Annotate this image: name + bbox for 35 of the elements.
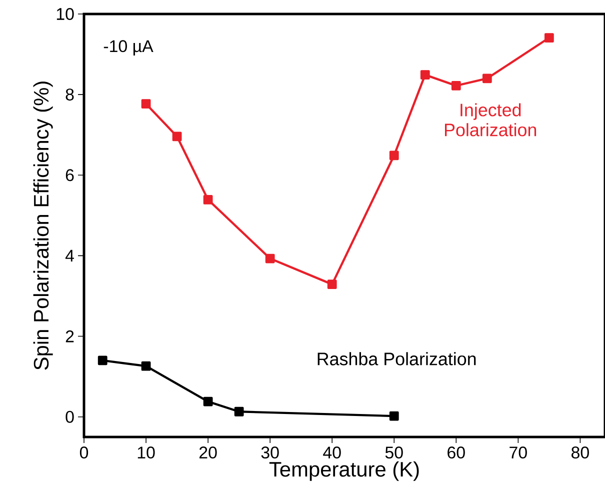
series-label: Injected Polarization xyxy=(445,103,536,136)
y-tick-label: 6 xyxy=(66,169,74,182)
y-tick-label: 8 xyxy=(66,88,74,101)
x-tick-label: 30 xyxy=(261,446,279,459)
point xyxy=(141,361,151,371)
x-tick-label: 50 xyxy=(385,446,403,459)
x-tick-label: 60 xyxy=(448,446,465,459)
point xyxy=(172,132,182,142)
annotation: -10 µA xyxy=(104,40,154,56)
point xyxy=(482,74,492,84)
y-axis-title: Spin Polarization Efficiency (%) xyxy=(33,82,53,370)
text: Rashba Polarization xyxy=(318,352,476,366)
x-tick-label: 70 xyxy=(510,446,527,459)
point xyxy=(98,356,108,366)
point xyxy=(234,406,244,416)
point xyxy=(544,33,554,42)
x-tick-label: 0 xyxy=(80,446,88,459)
x-axis-title: Temperature (K) xyxy=(269,461,419,481)
y-tick-label: 10 xyxy=(56,8,74,20)
point xyxy=(420,70,430,80)
point xyxy=(203,396,213,406)
point xyxy=(141,99,151,109)
y-tick-label: 4 xyxy=(65,250,74,262)
point xyxy=(389,150,399,160)
point xyxy=(327,280,337,290)
point xyxy=(389,411,399,421)
y-tick-label: 0 xyxy=(66,410,74,423)
x-tick-label: 10 xyxy=(138,446,155,459)
x-tick-label: 80 xyxy=(572,446,589,459)
y-tick-label: 2 xyxy=(66,330,74,342)
x-tick-label: 20 xyxy=(199,446,217,459)
point xyxy=(265,254,275,264)
x-tick-label: 40 xyxy=(323,446,341,459)
point xyxy=(203,195,213,204)
point xyxy=(451,81,461,90)
